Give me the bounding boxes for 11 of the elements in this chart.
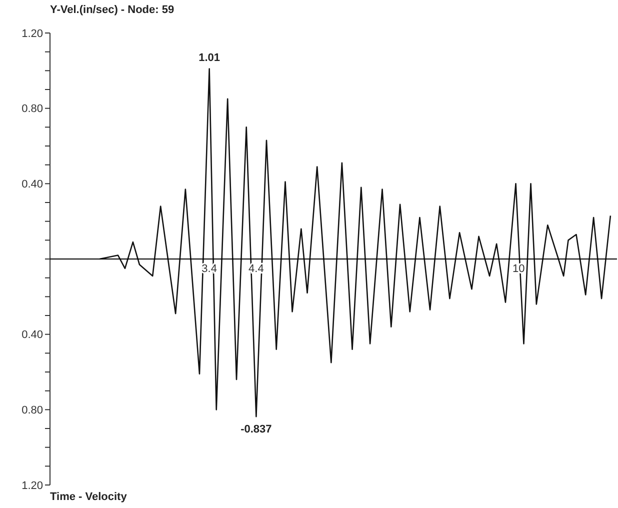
annotation: -0.837 bbox=[240, 424, 272, 436]
annotation: 1.01 bbox=[198, 52, 220, 64]
y-tick-label: 1.20 bbox=[22, 480, 43, 492]
x-axis-title: Time - Velocity bbox=[50, 491, 127, 503]
y-tick-label: 0.80 bbox=[22, 103, 43, 116]
y-tick-label: 0.40 bbox=[22, 178, 43, 191]
y-tick-label: 0.40 bbox=[22, 329, 43, 342]
y-tick-label: 1.20 bbox=[22, 28, 43, 40]
y-tick-label: 0.80 bbox=[22, 404, 43, 417]
chart-title: Y-Vel.(in/sec) - Node: 59 bbox=[50, 4, 174, 16]
line-series bbox=[99, 68, 612, 418]
